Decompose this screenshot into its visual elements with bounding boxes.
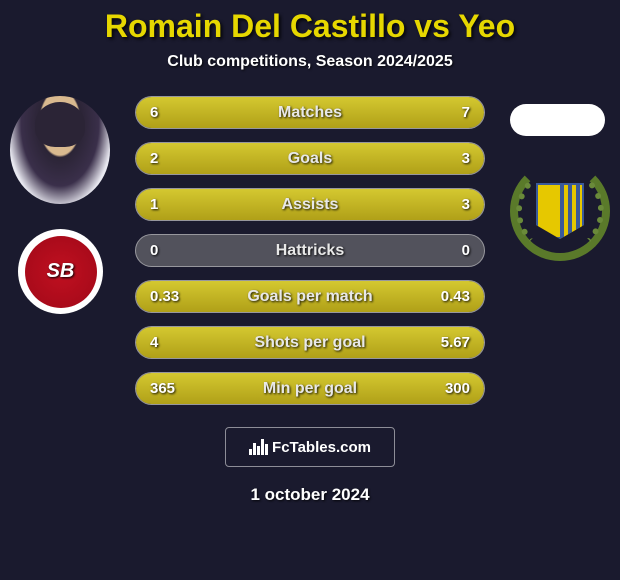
stat-label: Hattricks (136, 242, 484, 260)
stat-value-right: 300 (445, 380, 470, 397)
stat-label: Min per goal (136, 380, 484, 398)
right-club-pill (510, 104, 605, 136)
stats-bars-column: Matches67Goals23Assists13Hattricks00Goal… (135, 96, 485, 405)
bars-icon (249, 439, 268, 455)
stat-value-left: 1 (150, 196, 158, 213)
footer-date: 1 october 2024 (0, 485, 620, 505)
page-title: Romain Del Castillo vs Yeo (0, 8, 620, 45)
stat-bar: Shots per goal4 5.67 (135, 326, 485, 359)
comparison-infographic: Romain Del Castillo vs Yeo Club competit… (0, 0, 620, 580)
stat-value-left: 4 (150, 334, 158, 351)
left-club-badge-text: SB (47, 260, 75, 283)
stat-value-left: 0.33 (150, 288, 179, 305)
stat-value-left: 0 (150, 242, 158, 259)
stat-label: Shots per goal (136, 334, 484, 352)
subtitle: Club competitions, Season 2024/2025 (0, 53, 620, 71)
stat-value-right: 0 (462, 242, 470, 259)
stat-bar: Matches6 7 (135, 96, 485, 129)
stat-bar: Goals per match0.33 0.43 (135, 280, 485, 313)
left-player-column: SB (10, 96, 110, 314)
stat-value-left: 365 (150, 380, 175, 397)
stat-bar: Assists1 3 (135, 188, 485, 221)
stat-label: Assists (136, 196, 484, 214)
stat-bar: Hattricks0 0 (135, 234, 485, 267)
stat-value-right: 0.43 (441, 288, 470, 305)
stat-value-right: 3 (462, 150, 470, 167)
right-club-badge (510, 161, 610, 261)
footer-brand: FcTables.com (225, 427, 395, 467)
main-area: SB Matches67Goals23Assists13Hattricks00G… (0, 96, 620, 405)
stat-value-right: 5.67 (441, 334, 470, 351)
stat-label: Matches (136, 104, 484, 122)
stat-value-right: 3 (462, 196, 470, 213)
stat-value-left: 2 (150, 150, 158, 167)
left-club-badge-inner: SB (25, 236, 97, 308)
right-player-column (510, 96, 610, 261)
stat-bar: Goals2 3 (135, 142, 485, 175)
stat-value-left: 6 (150, 104, 158, 121)
stat-bar: Min per goal365 300 (135, 372, 485, 405)
left-player-avatar (10, 96, 110, 204)
stat-value-right: 7 (462, 104, 470, 121)
stat-label: Goals (136, 150, 484, 168)
left-club-badge: SB (18, 229, 103, 314)
stat-label: Goals per match (136, 288, 484, 306)
footer-brand-text: FcTables.com (272, 439, 371, 456)
